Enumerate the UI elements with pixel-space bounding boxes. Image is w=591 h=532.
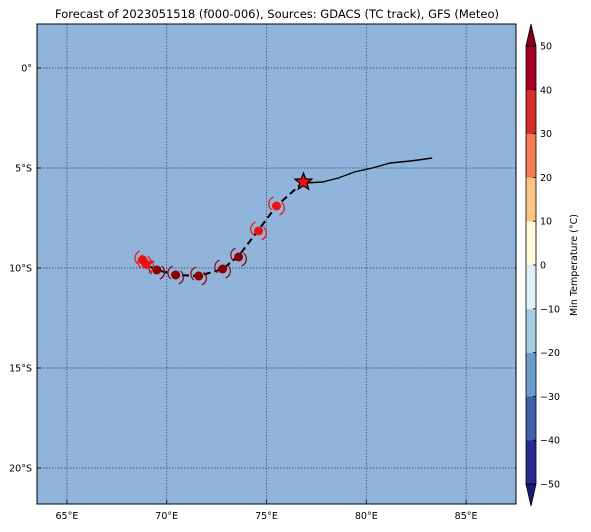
cyclone-arm <box>134 250 141 265</box>
latitude-ticks: 0° 5°S 10°S 15°S 20°S <box>9 64 41 475</box>
colorbar-ticks: −50 −40 −30 −20 −10 0 10 20 30 40 50 <box>533 42 560 491</box>
colorbar-tick-label: 50 <box>540 42 552 53</box>
colorbar-label: Min Temperature (°C) <box>569 214 580 316</box>
lat-tick-label: 0° <box>21 64 32 75</box>
colorbar-tick-label: 0 <box>540 261 546 272</box>
ocean-background <box>37 24 516 504</box>
lat-tick-label: 5°S <box>15 164 32 175</box>
cyclone-center <box>254 226 263 236</box>
past-track-line <box>304 157 433 184</box>
colorbar-tick-label: 20 <box>540 173 552 184</box>
colorbar-cell <box>526 46 536 91</box>
cyclone-arm <box>250 221 256 236</box>
map-frame <box>36 23 517 505</box>
lat-tick-label: 20°S <box>9 464 32 475</box>
lat-tick-label: 10°S <box>9 264 32 275</box>
map-panel: 65°E 70°E 75°E 80°E 85°E 0° 5°S 10°S 15°S 20°S <box>9 23 517 522</box>
colorbar-cell <box>526 177 536 222</box>
cyclone-arm <box>230 247 236 262</box>
colorbar-cell <box>526 352 536 397</box>
cyclone-center <box>218 264 228 274</box>
colorbar-tick-label: −20 <box>540 348 560 359</box>
cyclone-arm <box>279 201 285 216</box>
colorbar-extend-max <box>525 23 537 47</box>
cyclone-center <box>171 270 181 280</box>
cyclone-center <box>152 265 162 275</box>
cyclone-arm <box>148 259 155 274</box>
cyclone-center <box>272 201 281 211</box>
colorbar-tick-label: −10 <box>540 304 560 315</box>
lat-tick-label: 15°S <box>9 364 32 375</box>
lon-tick-label: 75°E <box>255 511 278 522</box>
forecast-track-line <box>140 181 305 278</box>
cyclone-icon <box>167 265 185 285</box>
cyclone-arm <box>201 271 208 286</box>
current-position-star-icon <box>293 171 314 191</box>
cyclone-icon <box>190 266 208 286</box>
colorbar-tick-label: 10 <box>540 217 552 228</box>
cyclone-icon <box>214 259 231 279</box>
cyclone-arm <box>241 252 247 267</box>
colorbar-cell <box>526 133 536 178</box>
track-layer <box>134 157 433 286</box>
longitude-ticks: 65°E 70°E 75°E 80°E 85°E <box>56 500 478 522</box>
cyclone-icon <box>134 250 152 270</box>
cyclone-arm <box>159 265 166 280</box>
colorbar-cell <box>526 308 536 353</box>
colorbar-tick-label: −50 <box>540 480 560 491</box>
colorbar: −50 −40 −30 −20 −10 0 10 20 30 40 50 Min Temperatu… <box>525 23 580 507</box>
cyclone-center <box>194 271 204 281</box>
cyclone-center <box>234 252 244 262</box>
cyclone-arm <box>268 196 274 211</box>
colorbar-cell <box>526 440 536 485</box>
colorbar-cell <box>526 265 536 310</box>
lon-tick-label: 65°E <box>56 511 79 522</box>
figure-title: Forecast of 2023051518 (f000-006), Sourc… <box>55 7 499 21</box>
cyclone-arm <box>261 226 267 241</box>
cyclone-arm <box>190 266 197 281</box>
cyclone-arm <box>167 265 174 280</box>
cyclone-center <box>138 255 148 265</box>
lon-tick-label: 85°E <box>455 511 478 522</box>
colorbar-tick-label: −30 <box>540 392 560 403</box>
colorbar-cells <box>525 23 537 507</box>
lon-tick-label: 80°E <box>355 511 378 522</box>
colorbar-cell <box>526 89 536 134</box>
colorbar-extend-min <box>525 483 537 507</box>
gridlines <box>37 24 516 504</box>
cyclone-arm <box>145 255 152 270</box>
cyclone-icon <box>268 196 285 216</box>
cyclone-arm <box>178 270 185 285</box>
cyclone-icon <box>250 221 267 241</box>
colorbar-cell <box>526 396 536 441</box>
colorbar-cell <box>526 221 536 266</box>
cyclone-arm <box>225 264 231 279</box>
colorbar-tick-label: 40 <box>540 85 552 96</box>
cyclone-arm <box>214 259 220 274</box>
cyclone-icon <box>230 247 247 267</box>
colorbar-tick-label: −40 <box>540 436 560 447</box>
colorbar-tick-label: 30 <box>540 129 552 140</box>
lon-tick-label: 70°E <box>155 511 178 522</box>
